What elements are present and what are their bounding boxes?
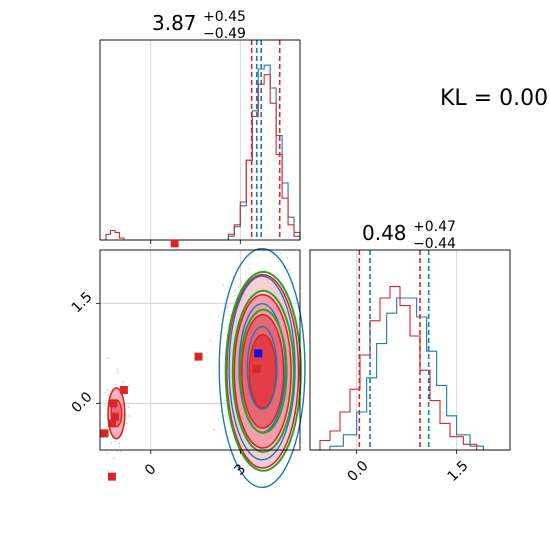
sample-marker-blue (254, 349, 263, 358)
title-minus: −0.44 (413, 236, 456, 252)
sample-marker-red (109, 399, 118, 408)
sample-dot (125, 428, 127, 431)
sample-dot (118, 445, 121, 448)
sample-dot (110, 441, 113, 444)
y-tick-label: 0.0 (69, 389, 96, 416)
density-contour-blue (218, 247, 306, 489)
title-plus: +0.45 (203, 9, 246, 25)
sample-dot (113, 440, 116, 443)
sample-marker-red (107, 419, 116, 428)
sample-dot (116, 371, 119, 374)
sample-dot (103, 392, 106, 394)
sample-dot (237, 286, 240, 288)
sample-dot (119, 450, 122, 453)
kl-annotation: KL = 0.00 (440, 86, 549, 111)
sample-dot (107, 470, 110, 472)
sample-dot (115, 383, 117, 386)
density-contour-green (238, 308, 288, 434)
sample-marker-red (107, 472, 116, 481)
sample-dot (106, 452, 109, 455)
sample-dot (234, 289, 237, 292)
histogram-series-blue (310, 297, 510, 451)
histogram-series-red (310, 286, 510, 451)
sample-dot (222, 284, 225, 286)
density-contour-green (231, 289, 295, 453)
density-contour-blue (228, 275, 296, 461)
sample-dot (226, 306, 229, 309)
sample-dot (127, 406, 130, 408)
y-tick-label: 1.5 (69, 289, 96, 316)
sample-dot (272, 254, 275, 257)
sample-dot (234, 280, 237, 283)
axes-frame (99, 39, 301, 241)
sample-dot (128, 384, 131, 387)
sample-marker-red (110, 412, 119, 421)
sample-dot (288, 269, 291, 271)
title-minus: −0.49 (203, 26, 246, 42)
sample-marker-red (100, 429, 109, 438)
param2-title: 0.48 +0.47−0.44 (362, 219, 456, 252)
axes-frame (309, 249, 511, 451)
sample-marker-red (194, 352, 203, 361)
sample-dot (209, 339, 212, 342)
sample-dot (248, 256, 251, 259)
sample-dot (286, 257, 289, 259)
sample-dot (248, 267, 251, 270)
title-plus: +0.47 (413, 219, 456, 235)
sample-dot (128, 415, 131, 417)
sample-dot (112, 457, 115, 459)
sample-dot (116, 450, 119, 452)
sample-dot (118, 442, 121, 445)
sample-marker-red (170, 239, 179, 248)
sample-dot (125, 422, 128, 425)
sample-dot (106, 394, 109, 397)
sample-dot (107, 357, 110, 360)
sample-dot (213, 428, 215, 431)
histogram-series-red (102, 74, 301, 241)
x-tick-label: 1.5 (445, 458, 472, 485)
param1-title: 3.87 +0.45−0.49 (152, 9, 246, 42)
density-contour-green (224, 270, 302, 472)
sample-dot (122, 380, 124, 383)
axes-frame (99, 249, 301, 451)
x-tick-label: 3 (231, 461, 249, 479)
title-median: 3.87 (152, 11, 197, 35)
sample-dot (279, 252, 282, 254)
sample-marker-red (252, 364, 261, 373)
x-tick-label: 0 (142, 461, 160, 479)
title-median: 0.48 (362, 221, 407, 245)
sample-marker-red (119, 386, 128, 394)
sample-dot (116, 368, 119, 371)
sample-dot (107, 389, 110, 392)
density-contour-blue (246, 325, 278, 411)
x-tick-label: 0.0 (345, 458, 372, 485)
